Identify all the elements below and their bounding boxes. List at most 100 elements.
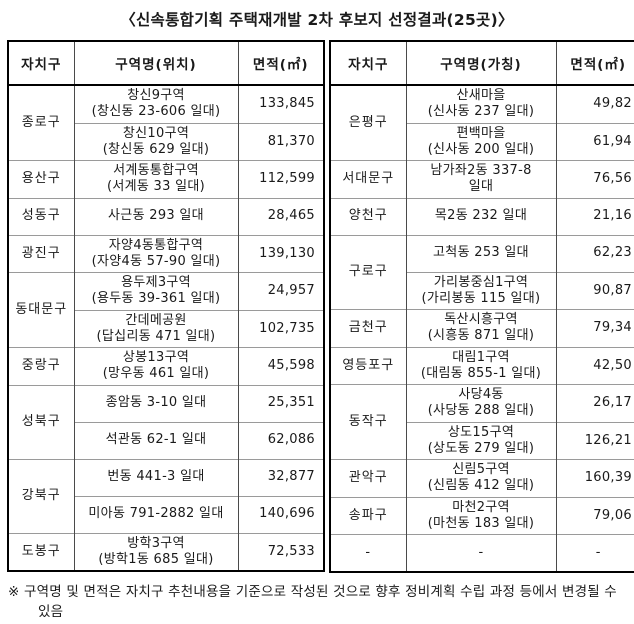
district-cell: 양천구 [330, 197, 406, 235]
zone-name-cell: 남가좌2동 337-8 일대 [405, 160, 556, 198]
header-row: 자치구 구역명(가칭) 면적(㎡) [330, 41, 634, 86]
area-cell: 81,370 [237, 122, 324, 161]
table-row: 동대문구 용두제3구역 (용두동 39-361 일대) 24,957 [8, 272, 324, 348]
district-cell: 강북구 [8, 458, 74, 533]
district-cell: 성동구 [8, 197, 74, 235]
table-row: 간데메공원 (답십리동 471 일대) 102,735 [8, 309, 324, 348]
area-cell: 102,735 [237, 309, 324, 348]
area-cell: 133,845 [237, 84, 324, 123]
zone-name-cell: 마천2구역 (마천동 183 일대) [405, 496, 556, 535]
table-row: 중랑구 상봉13구역 (망우동 461 일대) 45,598 [8, 347, 324, 385]
table-row: 양천구 목2동 232 일대 21,16 [330, 197, 634, 235]
area-cell: 21,16 [555, 197, 634, 235]
header-row: 자치구 구역명(위치) 면적(㎡) [8, 41, 324, 86]
district-cell: 금천구 [330, 309, 406, 347]
zone-name-cell: 대림1구역 (대림동 855-1 일대) [405, 346, 556, 385]
area-cell: 28,465 [237, 197, 324, 235]
area-cell: 79,06 [555, 496, 634, 535]
table-row: 도봉구 방학3구역 (방학1동 685 일대) 72,533 [8, 532, 324, 571]
table-row: 송파구 마천2구역 (마천동 183 일대) 79,06 [330, 496, 634, 535]
table-row: 종로구 창신9구역 (창신동 23-606 일대) 133,845 [8, 84, 324, 161]
column-header-district: 자치구 [330, 41, 406, 86]
area-cell: 25,351 [237, 384, 324, 422]
table-row: 서대문구 남가좌2동 337-8 일대 76,56 [330, 160, 634, 198]
zone-name-cell: 상도15구역 (상도동 279 일대) [405, 421, 556, 460]
zone-name-cell: 용두제3구역 (용두동 39-361 일대) [73, 272, 238, 310]
district-cell: 종로구 [8, 84, 74, 161]
area-cell: 112,599 [237, 160, 324, 198]
area-cell: 62,086 [237, 421, 324, 459]
results-table-right: 자치구 구역명(가칭) 면적(㎡) 은평구 산새마을 (신사동 237 일대) 49,… [329, 40, 634, 573]
zone-name-cell: 사당4동 (사당동 288 일대) [405, 384, 556, 422]
table-row: 성북구 종암동 3-10 일대 25,351 [8, 384, 324, 459]
table-row: --- [330, 534, 634, 572]
zone-name-cell: 방학3구역 (방학1동 685 일대) [73, 532, 238, 571]
zone-name-cell: 석관동 62-1 일대 [73, 421, 238, 459]
table-row: 동작구 사당4동 (사당동 288 일대) 26,17 [330, 384, 634, 460]
zone-name-cell: 번동 441-3 일대 [73, 458, 238, 496]
zone-name-cell: 미아동 791-2882 일대 [73, 495, 238, 533]
zone-name-cell: 독산시흥구역 (시흥동 871 일대) [405, 309, 556, 347]
table-row: 은평구 산새마을 (신사동 237 일대) 49,82 [330, 84, 634, 161]
district-cell: 관악구 [330, 459, 406, 497]
table-row: 석관동 62-1 일대 62,086 [8, 421, 324, 459]
right-table-body: 은평구 산새마을 (신사동 237 일대) 49,82 편백마을 (신사동 200 일대)… [330, 84, 634, 572]
area-cell: 42,50 [555, 346, 634, 385]
footnote-line-2: 있음 [38, 604, 64, 621]
district-cell: 광진구 [8, 234, 74, 273]
district-cell: 성북구 [8, 384, 74, 459]
footnote-line-1: ※ 구역명 및 면적은 자치구 추천내용을 기준으로 작성된 것으로 향후 정비… [8, 583, 617, 600]
district-cell: 중랑구 [8, 347, 74, 385]
area-cell: 45,598 [237, 347, 324, 385]
table-row: 상도15구역 (상도동 279 일대) 126,21 [330, 421, 634, 460]
column-header-area: 면적(㎡) [555, 41, 634, 86]
district-cell: 구로구 [330, 234, 406, 310]
zone-name-cell: - [405, 534, 556, 572]
area-cell: 49,82 [555, 84, 634, 123]
zone-name-cell: 사근동 293 일대 [73, 197, 238, 235]
zone-name-cell: 가리봉중심1구역 (가리봉동 115 일대) [405, 271, 556, 310]
district-cell: 동작구 [330, 384, 406, 460]
zone-name-cell: 자양4동통합구역 (자양4동 57-90 일대) [73, 234, 238, 273]
table-row: 창신10구역 (창신동 629 일대) 81,370 [8, 122, 324, 161]
area-cell: 90,87 [555, 271, 634, 310]
table-row: 관악구 신림5구역 (신림동 412 일대) 160,39 [330, 459, 634, 497]
zone-name-cell: 창신10구역 (창신동 629 일대) [73, 122, 238, 161]
district-cell: 동대문구 [8, 272, 74, 348]
table-row: 광진구 자양4동통합구역 (자양4동 57-90 일대) 139,130 [8, 234, 324, 273]
column-header-district: 자치구 [8, 41, 74, 86]
area-cell: 160,39 [555, 459, 634, 497]
column-header-zone-location: 구역명(위치) [73, 41, 238, 86]
area-cell: 126,21 [555, 421, 634, 460]
zone-name-cell: 편백마을 (신사동 200 일대) [405, 122, 556, 161]
left-table-body: 종로구 창신9구역 (창신동 23-606 일대) 133,845 창신10구역 (창신동… [8, 84, 324, 571]
column-header-zone-tentative-name: 구역명(가칭) [405, 41, 556, 86]
area-cell: 139,130 [237, 234, 324, 273]
area-cell: 26,17 [555, 384, 634, 422]
district-cell: 서대문구 [330, 160, 406, 198]
table-row: 구로구 고척동 253 일대 62,23 [330, 234, 634, 310]
area-cell: 76,56 [555, 160, 634, 198]
zone-name-cell: 목2동 232 일대 [405, 197, 556, 235]
area-cell: 72,533 [237, 532, 324, 571]
zone-name-cell: 서계동통합구역 (서계동 33 일대) [73, 160, 238, 198]
page-title: 〈신속통합기획 주택재개발 2차 후보지 선정결과(25곳)〉 [120, 11, 514, 29]
district-cell: 은평구 [330, 84, 406, 161]
table-row: 영등포구 대림1구역 (대림동 855-1 일대) 42,50 [330, 346, 634, 385]
zone-name-cell: 산새마을 (신사동 237 일대) [405, 84, 556, 123]
district-cell: 도봉구 [8, 532, 74, 571]
document-page: 〈신속통합기획 주택재개발 2차 후보지 선정결과(25곳)〉 자치구 구역명(… [0, 8, 634, 624]
tables-container: 자치구 구역명(위치) 면적(㎡) 종로구 창신9구역 (창신동 23-606 일대… [7, 40, 634, 573]
zone-name-cell: 고척동 253 일대 [405, 234, 556, 272]
area-cell: 24,957 [237, 272, 324, 310]
zone-name-cell: 창신9구역 (창신동 23-606 일대) [73, 84, 238, 123]
right-table-header: 자치구 구역명(가칭) 면적(㎡) [330, 41, 634, 86]
left-table-header: 자치구 구역명(위치) 면적(㎡) [8, 41, 324, 86]
table-row: 강북구 번동 441-3 일대 32,877 [8, 458, 324, 533]
column-header-area: 면적(㎡) [237, 41, 324, 86]
zone-name-cell: 종암동 3-10 일대 [73, 384, 238, 422]
footnote: ※ 구역명 및 면적은 자치구 추천내용을 기준으로 작성된 것으로 향후 정비… [8, 582, 630, 624]
zone-name-cell: 상봉13구역 (망우동 461 일대) [73, 347, 238, 385]
table-row: 성동구 사근동 293 일대 28,465 [8, 197, 324, 235]
table-row: 가리봉중심1구역 (가리봉동 115 일대) 90,87 [330, 271, 634, 310]
